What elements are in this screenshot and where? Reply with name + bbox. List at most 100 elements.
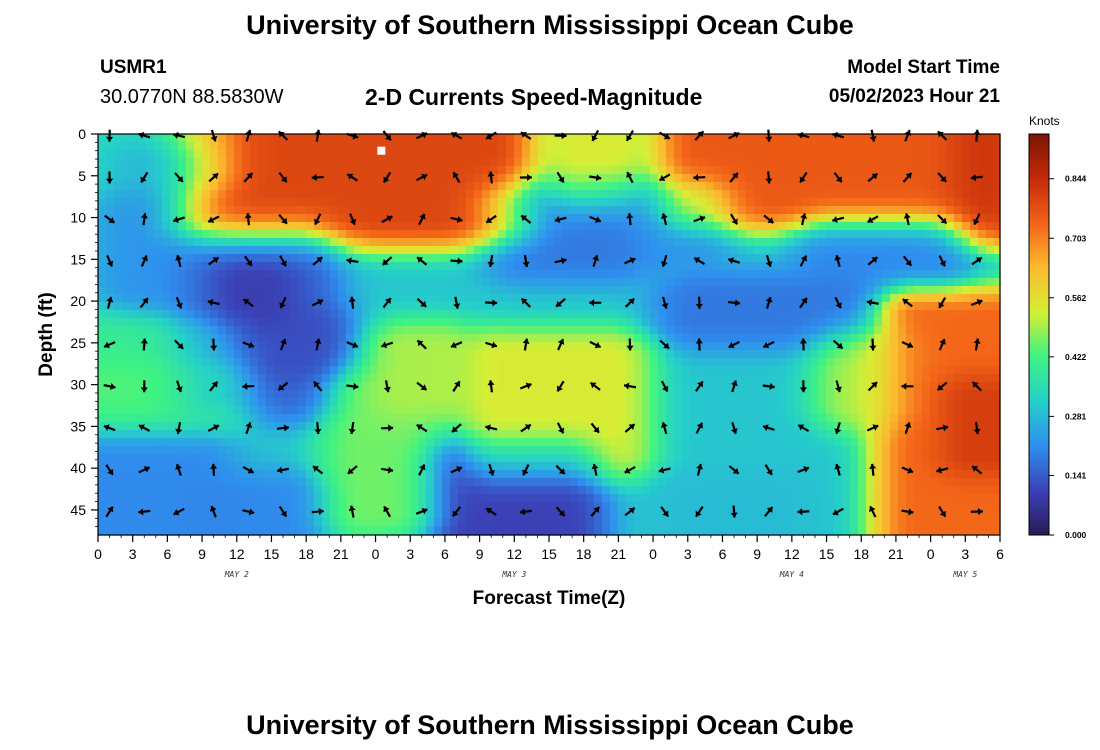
heatmap-cell bbox=[386, 366, 395, 375]
heatmap-cell bbox=[914, 214, 923, 223]
heatmap-cell bbox=[882, 206, 891, 215]
heatmap-cell bbox=[362, 254, 371, 263]
heatmap-cell bbox=[682, 158, 691, 167]
heatmap-cell bbox=[474, 374, 483, 383]
heatmap-cell bbox=[338, 174, 347, 183]
heatmap-cell bbox=[386, 158, 395, 167]
heatmap-cell bbox=[170, 414, 179, 423]
heatmap-cell bbox=[410, 158, 419, 167]
heatmap-cell bbox=[834, 390, 843, 399]
heatmap-cell bbox=[586, 278, 595, 287]
heatmap-cell bbox=[250, 478, 259, 487]
heatmap-cell bbox=[930, 438, 939, 447]
heatmap-cell bbox=[922, 390, 931, 399]
heatmap-cell bbox=[322, 278, 331, 287]
heatmap-cell bbox=[490, 198, 499, 207]
heatmap-cell bbox=[690, 310, 699, 319]
heatmap-cell bbox=[930, 262, 939, 271]
heatmap-cell bbox=[538, 254, 547, 263]
heatmap-cell bbox=[514, 350, 523, 359]
heatmap-cell bbox=[906, 438, 915, 447]
heatmap-cell bbox=[658, 326, 667, 335]
heatmap-cell bbox=[482, 406, 491, 415]
heatmap-cell bbox=[946, 374, 955, 383]
heatmap-cell bbox=[322, 174, 331, 183]
heatmap-cell bbox=[234, 310, 243, 319]
heatmap-cell bbox=[482, 214, 491, 223]
heatmap-cell bbox=[866, 166, 875, 175]
heatmap-cell bbox=[146, 134, 155, 143]
heatmap-cell bbox=[890, 190, 899, 199]
heatmap-cell bbox=[482, 382, 491, 391]
heatmap-cell bbox=[330, 222, 339, 231]
heatmap-cell bbox=[658, 198, 667, 207]
heatmap-cell bbox=[626, 406, 635, 415]
heatmap-cell bbox=[418, 446, 427, 455]
heatmap-cell bbox=[930, 350, 939, 359]
heatmap-cell bbox=[242, 414, 251, 423]
heatmap-cell bbox=[458, 446, 467, 455]
heatmap-cell bbox=[946, 390, 955, 399]
heatmap-cell bbox=[810, 190, 819, 199]
heatmap-cell bbox=[162, 334, 171, 343]
heatmap-cell bbox=[210, 190, 219, 199]
heatmap-cell bbox=[178, 294, 187, 303]
heatmap-cell bbox=[162, 222, 171, 231]
heatmap-cell bbox=[650, 374, 659, 383]
heatmap-cell bbox=[506, 446, 515, 455]
heatmap-cell bbox=[458, 286, 467, 295]
heatmap-cell bbox=[786, 222, 795, 231]
heatmap-cell bbox=[434, 478, 443, 487]
heatmap-cell bbox=[154, 182, 163, 191]
heatmap-cell bbox=[890, 206, 899, 215]
heatmap-cell bbox=[250, 166, 259, 175]
heatmap-cell bbox=[786, 398, 795, 407]
heatmap-cell bbox=[410, 446, 419, 455]
heatmap-cell bbox=[266, 334, 275, 343]
heatmap-cell bbox=[874, 198, 883, 207]
heatmap-cell bbox=[866, 254, 875, 263]
heatmap-cell bbox=[258, 326, 267, 335]
heatmap-cell bbox=[178, 150, 187, 159]
heatmap-cell bbox=[778, 294, 787, 303]
heatmap-cell bbox=[890, 350, 899, 359]
heatmap-cell bbox=[554, 142, 563, 151]
heatmap-cell bbox=[954, 262, 963, 271]
heatmap-cell bbox=[298, 134, 307, 143]
heatmap-cell bbox=[762, 270, 771, 279]
heatmap-cell bbox=[690, 214, 699, 223]
heatmap-cell bbox=[434, 438, 443, 447]
heatmap-cell bbox=[746, 270, 755, 279]
heatmap-cell bbox=[754, 158, 763, 167]
heatmap-cell bbox=[978, 398, 987, 407]
heatmap-cell bbox=[722, 454, 731, 463]
heatmap-cell bbox=[466, 382, 475, 391]
heatmap-cell bbox=[146, 382, 155, 391]
heatmap-cell bbox=[970, 438, 979, 447]
heatmap-cell bbox=[674, 294, 683, 303]
heatmap-cell bbox=[498, 238, 507, 247]
heatmap-cell bbox=[826, 470, 835, 479]
heatmap-cell bbox=[778, 230, 787, 239]
heatmap-cell bbox=[602, 470, 611, 479]
heatmap-cell bbox=[546, 182, 555, 191]
heatmap-cell bbox=[626, 166, 635, 175]
heatmap-cell bbox=[618, 230, 627, 239]
heatmap-cell bbox=[882, 462, 891, 471]
heatmap-cell bbox=[842, 246, 851, 255]
heatmap-cell bbox=[322, 142, 331, 151]
heatmap-cell bbox=[642, 318, 651, 327]
heatmap-cell bbox=[786, 382, 795, 391]
heatmap-cell bbox=[122, 198, 131, 207]
heatmap-cell bbox=[762, 478, 771, 487]
heatmap-cell bbox=[586, 198, 595, 207]
heatmap-cell bbox=[730, 406, 739, 415]
heatmap-cell bbox=[498, 390, 507, 399]
heatmap-cell bbox=[906, 238, 915, 247]
heatmap-cell bbox=[482, 190, 491, 199]
heatmap-cell bbox=[602, 318, 611, 327]
heatmap-cell bbox=[906, 406, 915, 415]
heatmap-cell bbox=[922, 478, 931, 487]
heatmap-cell bbox=[154, 358, 163, 367]
heatmap-cell bbox=[322, 334, 331, 343]
